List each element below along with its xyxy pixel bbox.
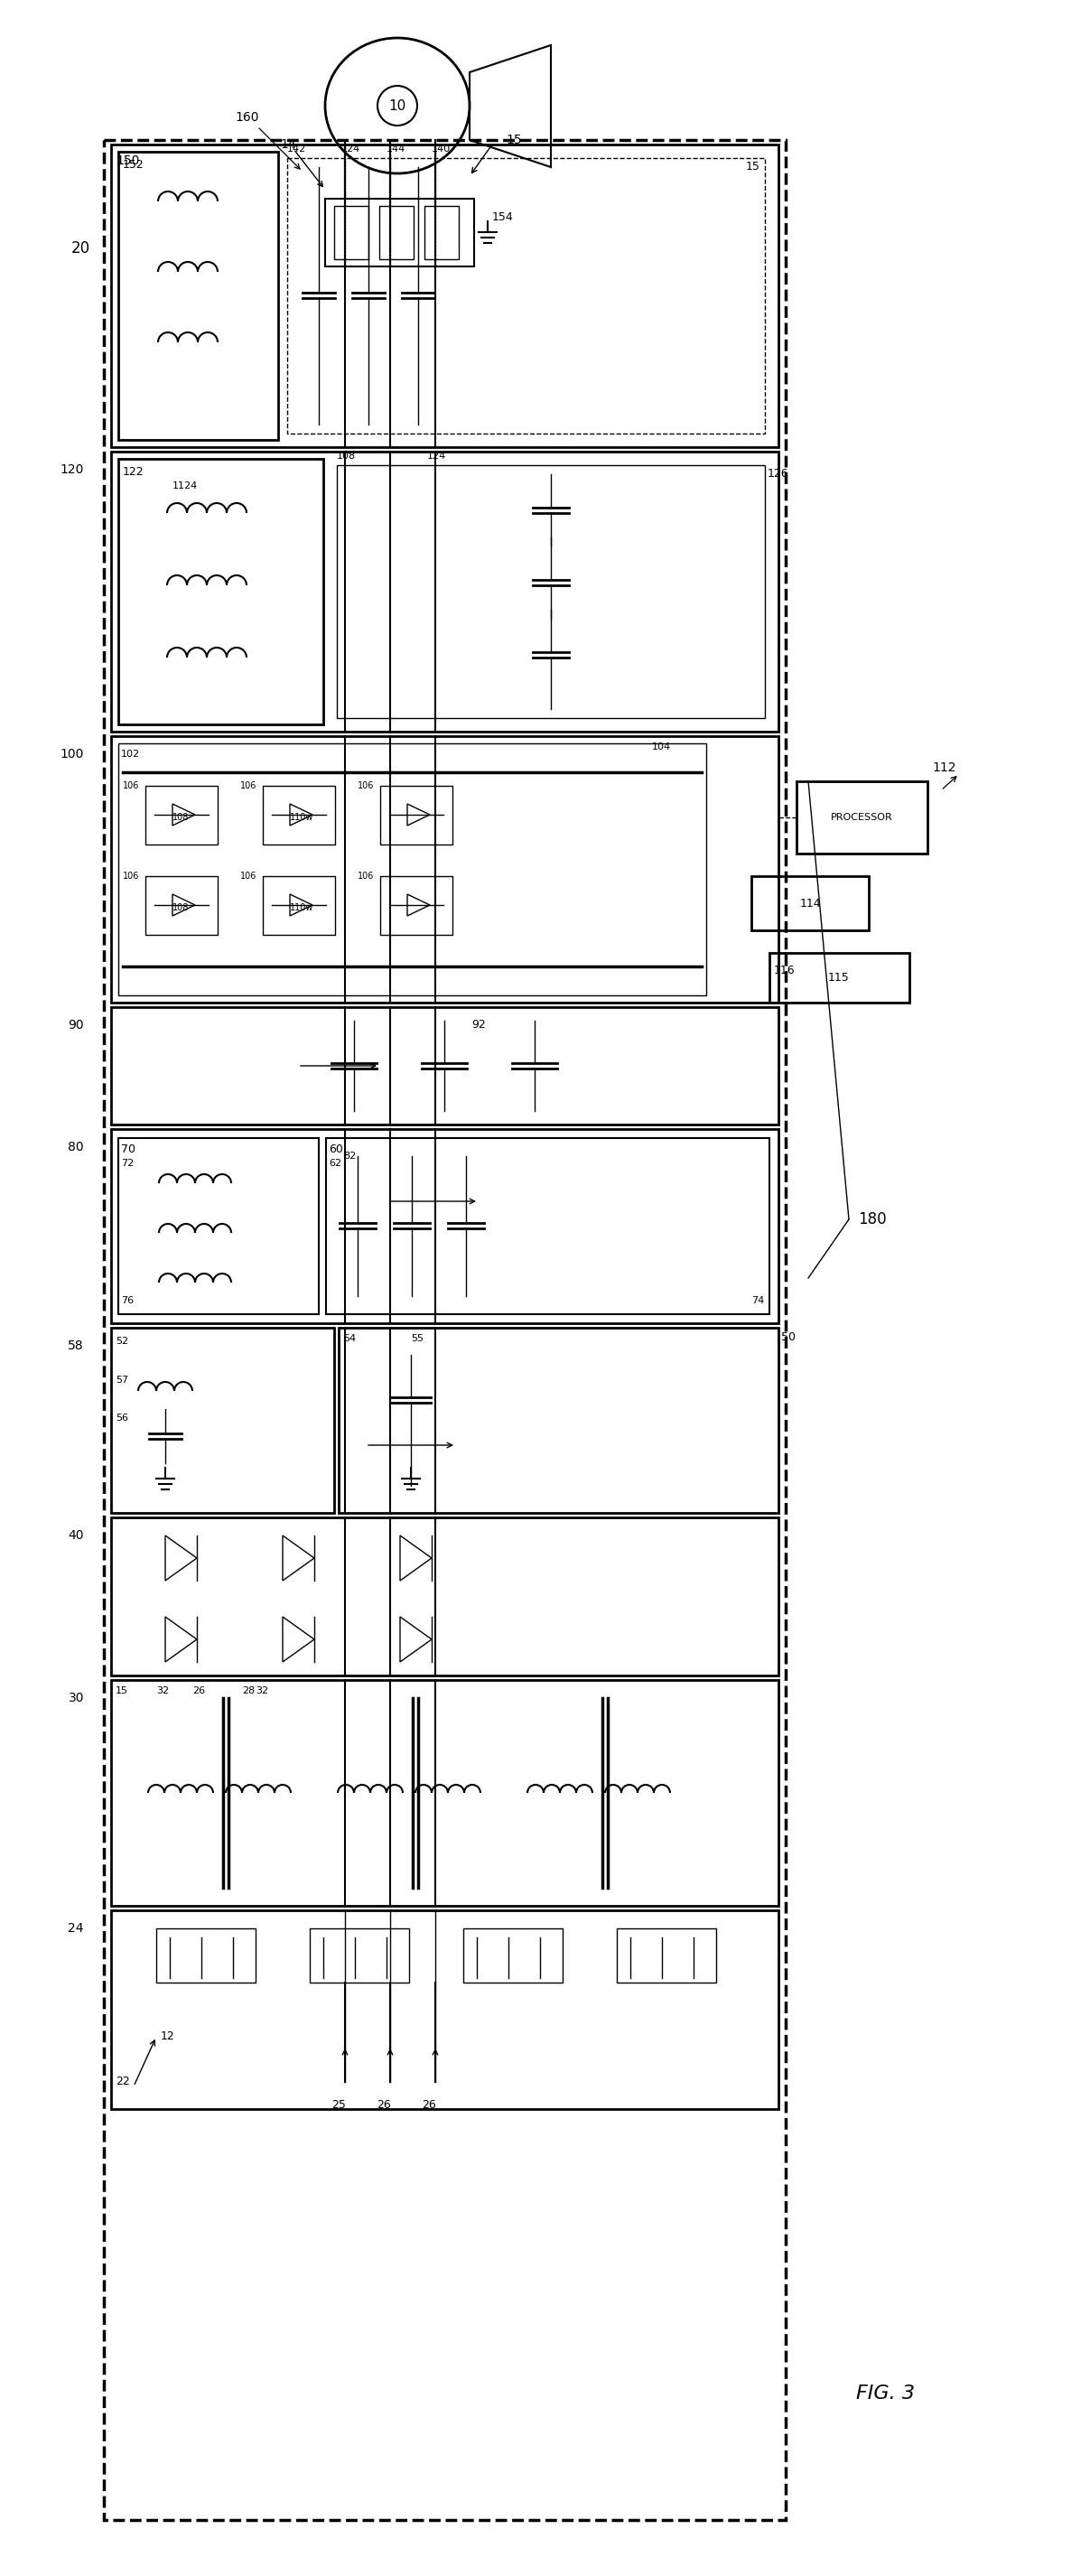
Text: 90: 90 [68,1020,84,1030]
Text: 92: 92 [471,1020,486,1030]
Text: 14: 14 [280,139,295,152]
Text: 160: 160 [234,111,258,124]
Text: 55: 55 [411,1334,424,1342]
Text: 25: 25 [331,2099,346,2110]
Text: 106: 106 [240,871,257,881]
Text: 108: 108 [172,814,189,822]
Text: 140: 140 [432,144,451,155]
Text: 50: 50 [782,1332,796,1342]
Text: 104: 104 [652,742,671,752]
Text: 106: 106 [123,781,140,791]
Text: 58: 58 [68,1340,84,1352]
Text: 12: 12 [160,2030,175,2043]
Text: 40: 40 [69,1530,84,1543]
Text: FIG. 3: FIG. 3 [856,2385,915,2403]
Text: 15: 15 [746,162,761,173]
Text: 106: 106 [358,781,374,791]
Text: 142: 142 [287,144,306,155]
Text: 74: 74 [751,1296,764,1306]
Text: 116: 116 [774,966,796,976]
Text: PROCESSOR: PROCESSOR [831,814,893,822]
Text: 60: 60 [329,1144,343,1154]
Text: 82: 82 [343,1151,356,1162]
Text: 112: 112 [932,762,956,773]
Text: 28: 28 [242,1687,255,1695]
Text: 24: 24 [69,1922,84,1935]
Text: 106: 106 [123,871,140,881]
Text: 144: 144 [387,144,405,155]
Text: 57: 57 [116,1376,129,1386]
Text: 56: 56 [116,1414,129,1422]
Text: 126: 126 [767,469,789,479]
Text: 10: 10 [389,98,407,113]
Text: 115: 115 [828,971,850,984]
Text: 106: 106 [240,781,257,791]
Text: 26: 26 [192,1687,205,1695]
Text: 15: 15 [506,134,522,147]
Text: 32: 32 [255,1687,268,1695]
Text: 180: 180 [858,1211,886,1229]
Text: 22: 22 [116,2076,130,2087]
Text: 26: 26 [422,2099,436,2110]
Text: 76: 76 [121,1296,134,1306]
Text: 72: 72 [121,1159,134,1167]
Text: 15: 15 [116,1687,129,1695]
Text: 52: 52 [116,1337,129,1345]
Text: 120: 120 [60,464,84,477]
Text: 100: 100 [60,747,84,760]
Text: 124: 124 [341,144,361,155]
Text: 102: 102 [121,750,141,760]
Text: 122: 122 [123,466,144,479]
Text: 62: 62 [329,1159,341,1167]
Text: 1124: 1124 [172,482,198,489]
Text: 152: 152 [123,160,144,170]
Text: 70: 70 [121,1144,135,1154]
Text: 150: 150 [116,155,140,167]
Text: 124: 124 [427,451,446,461]
Text: 108: 108 [337,451,356,461]
Text: 110w: 110w [290,904,314,912]
Text: 80: 80 [68,1141,84,1154]
Text: 30: 30 [69,1692,84,1705]
Text: 108: 108 [172,904,189,912]
Text: 114: 114 [799,896,821,909]
Text: 32: 32 [156,1687,169,1695]
Text: 110w: 110w [290,814,314,822]
Text: 154: 154 [493,211,513,222]
Text: 20: 20 [71,240,90,258]
Text: 106: 106 [358,871,374,881]
Text: 54: 54 [343,1334,356,1342]
Text: 26: 26 [376,2099,391,2110]
